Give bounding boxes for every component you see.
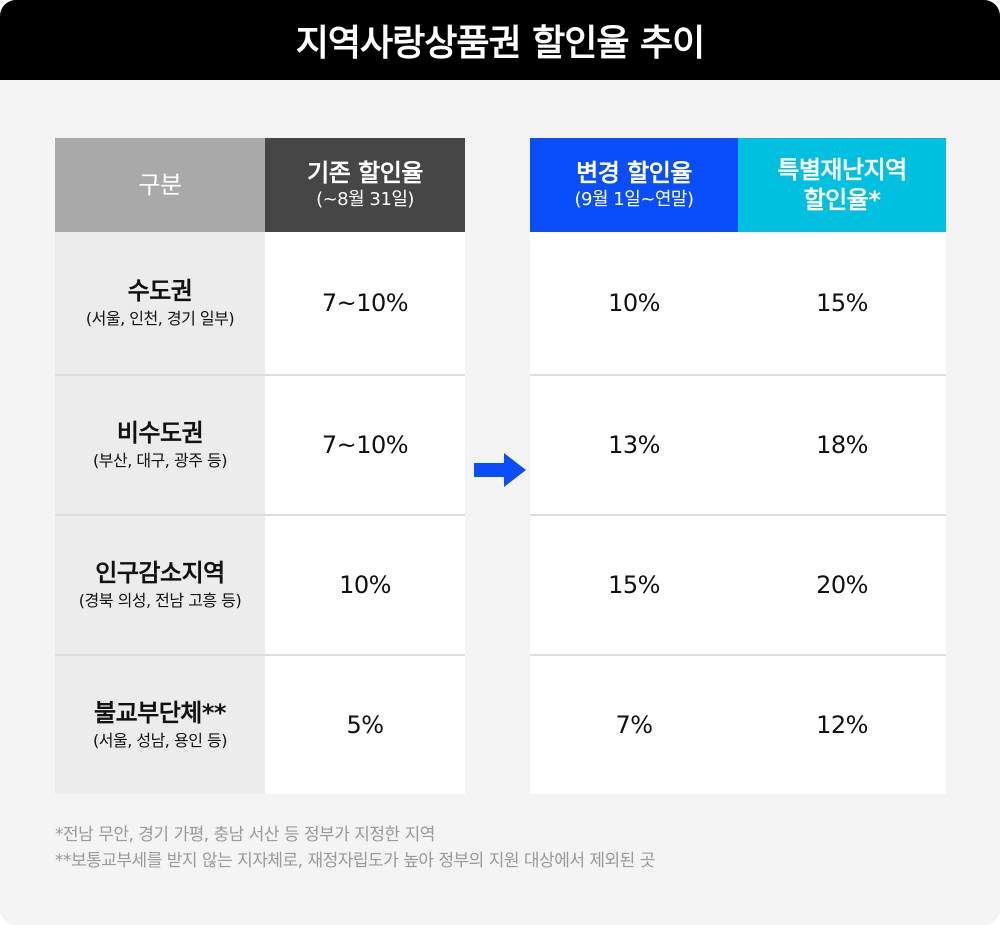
rate-value: 20% <box>816 571 868 599</box>
special-rate-cell: 15% <box>738 232 946 374</box>
category-name: 인구감소지역 <box>95 559 225 587</box>
existing-rate-cell: 10% <box>265 514 465 654</box>
rate-value: 10% <box>608 289 660 317</box>
rate-value: 13% <box>608 431 660 459</box>
category-name: 비수도권 <box>116 419 204 447</box>
category-desc: (경북 의성, 전남 고흥 등) <box>78 591 242 610</box>
category-desc: (서울, 성남, 용인 등) <box>93 731 227 750</box>
existing-rate-header: 기존 할인율 (~8월 31일) <box>265 138 465 232</box>
special-rate-cell: 18% <box>738 374 946 514</box>
rate-value: 15% <box>816 289 868 317</box>
category-desc: (부산, 대구, 광주 등) <box>93 451 227 470</box>
footnotes: *전남 무안, 경기 가평, 충남 서산 등 정부가 지정한 지역 **보통교부… <box>55 822 655 874</box>
existing-rate-cell: 7~10% <box>265 232 465 374</box>
rate-value: 7% <box>615 711 653 739</box>
category-cell-non-grant: 불교부단체** (서울, 성남, 용인 등) <box>55 654 265 794</box>
footnote: *전남 무안, 경기 가평, 충남 서산 등 정부가 지정한 지역 <box>55 825 435 845</box>
category-header: 구분 <box>55 138 265 232</box>
header-sub: (~8월 31일) <box>316 189 414 210</box>
changed-rate-cell: 7% <box>530 654 738 794</box>
existing-rate-cell: 7~10% <box>265 374 465 514</box>
category-name: 불교부단체** <box>93 699 227 727</box>
changed-rate-cell: 10% <box>530 232 738 374</box>
header-sub: 할인율* <box>803 186 881 214</box>
changed-rate-header: 변경 할인율 (9월 1일~연말) <box>530 138 738 232</box>
changed-rate-cell: 13% <box>530 374 738 514</box>
category-cell-non-capital: 비수도권 (부산, 대구, 광주 등) <box>55 374 265 514</box>
category-column: 구분 수도권 (서울, 인천, 경기 일부) 비수도권 (부산, 대구, 광주 … <box>55 138 265 794</box>
rate-value: 7~10% <box>321 289 409 317</box>
category-header-label: 구분 <box>138 171 182 199</box>
existing-rate-cell: 5% <box>265 654 465 794</box>
header-main: 변경 할인율 <box>576 159 692 187</box>
special-rate-column: 특별재난지역 할인율* 15% 18% 20% 12% <box>738 138 946 794</box>
header-sub: (9월 1일~연말) <box>574 189 695 210</box>
category-cell-capital: 수도권 (서울, 인천, 경기 일부) <box>55 232 265 374</box>
special-rate-header: 특별재난지역 할인율* <box>738 138 946 232</box>
header-main: 특별재난지역 <box>777 156 907 184</box>
special-rate-cell: 12% <box>738 654 946 794</box>
rate-value: 12% <box>816 711 868 739</box>
rate-value: 15% <box>608 571 660 599</box>
category-cell-depopulation: 인구감소지역 (경북 의성, 전남 고흥 등) <box>55 514 265 654</box>
existing-rate-column: 기존 할인율 (~8월 31일) 7~10% 7~10% 10% 5% <box>265 138 465 794</box>
rate-value: 5% <box>346 711 384 739</box>
special-rate-cell: 20% <box>738 514 946 654</box>
changed-rate-cell: 15% <box>530 514 738 654</box>
changed-rate-column: 변경 할인율 (9월 1일~연말) 10% 13% 15% 7% <box>530 138 738 794</box>
page-title: 지역사랑상품권 할인율 추이 <box>0 0 1000 80</box>
arrow-right-icon <box>474 453 526 487</box>
rate-value: 10% <box>339 571 391 599</box>
category-desc: (서울, 인천, 경기 일부) <box>85 309 235 328</box>
header-main: 기존 할인율 <box>307 159 423 187</box>
existing-rate-table: 구분 수도권 (서울, 인천, 경기 일부) 비수도권 (부산, 대구, 광주 … <box>55 138 465 794</box>
footnote: **보통교부세를 받지 않는 지자체로, 재정자립도가 높아 정부의 지원 대상… <box>55 851 655 871</box>
changed-rate-table: 변경 할인율 (9월 1일~연말) 10% 13% 15% 7% 특별재난지역 … <box>530 138 946 794</box>
category-name: 수도권 <box>127 277 193 305</box>
rate-value: 18% <box>816 431 868 459</box>
rate-value: 7~10% <box>321 431 409 459</box>
